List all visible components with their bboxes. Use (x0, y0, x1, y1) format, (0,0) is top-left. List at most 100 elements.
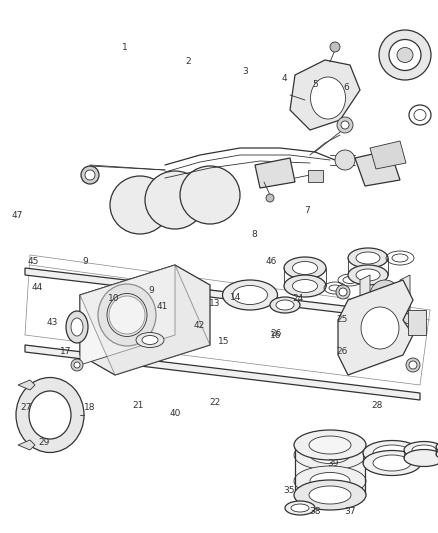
Polygon shape (370, 141, 406, 169)
Text: 24: 24 (292, 294, 304, 303)
Text: 44: 44 (32, 284, 43, 292)
Bar (308, 170, 323, 182)
Ellipse shape (397, 47, 413, 62)
Polygon shape (295, 445, 365, 495)
Ellipse shape (294, 440, 366, 470)
Ellipse shape (412, 445, 436, 455)
Ellipse shape (373, 455, 411, 471)
Circle shape (85, 170, 95, 180)
Ellipse shape (379, 30, 431, 80)
Ellipse shape (294, 480, 366, 510)
Ellipse shape (110, 176, 170, 234)
Text: 9: 9 (82, 257, 88, 265)
Text: 2: 2 (186, 57, 191, 66)
Ellipse shape (66, 311, 88, 343)
Polygon shape (80, 265, 210, 375)
Text: 41: 41 (156, 302, 168, 311)
Ellipse shape (356, 269, 380, 281)
Ellipse shape (180, 166, 240, 224)
Circle shape (377, 287, 393, 303)
Ellipse shape (109, 296, 145, 334)
Text: 38: 38 (310, 507, 321, 516)
Circle shape (336, 285, 350, 299)
Text: 35: 35 (283, 486, 295, 495)
Polygon shape (290, 60, 360, 130)
Polygon shape (355, 150, 400, 186)
Ellipse shape (284, 275, 326, 297)
Ellipse shape (436, 441, 438, 453)
Text: 4: 4 (282, 75, 287, 83)
Ellipse shape (145, 171, 205, 229)
Ellipse shape (309, 436, 351, 454)
Text: 15: 15 (218, 337, 229, 345)
Ellipse shape (348, 265, 388, 285)
Ellipse shape (310, 447, 350, 464)
Circle shape (81, 166, 99, 184)
Polygon shape (80, 265, 175, 365)
Polygon shape (400, 275, 410, 315)
Ellipse shape (276, 300, 294, 310)
Text: 3: 3 (242, 68, 248, 76)
Text: 18: 18 (84, 403, 95, 412)
Text: 13: 13 (209, 300, 220, 308)
Ellipse shape (29, 391, 71, 439)
Ellipse shape (294, 466, 366, 496)
Ellipse shape (361, 307, 399, 349)
Ellipse shape (270, 297, 300, 313)
Text: 7: 7 (304, 206, 310, 215)
Polygon shape (25, 268, 420, 322)
Text: 47: 47 (12, 212, 23, 220)
Ellipse shape (294, 430, 366, 460)
Ellipse shape (142, 335, 158, 344)
Text: 39: 39 (327, 459, 339, 468)
Circle shape (330, 42, 340, 52)
Circle shape (74, 362, 80, 368)
Text: 21: 21 (132, 401, 144, 409)
Text: 22: 22 (209, 398, 220, 407)
Ellipse shape (404, 441, 438, 458)
Ellipse shape (293, 279, 318, 293)
Ellipse shape (223, 280, 278, 310)
Text: 1: 1 (122, 44, 128, 52)
Ellipse shape (309, 486, 351, 504)
Circle shape (266, 194, 274, 202)
Text: 14: 14 (230, 293, 241, 302)
Ellipse shape (311, 77, 346, 119)
Ellipse shape (233, 286, 268, 304)
Ellipse shape (71, 318, 83, 336)
Circle shape (71, 359, 83, 371)
Circle shape (406, 358, 420, 372)
Ellipse shape (404, 449, 438, 466)
Text: 29: 29 (38, 438, 49, 447)
Ellipse shape (291, 504, 309, 512)
Text: 5: 5 (312, 80, 318, 88)
Circle shape (339, 288, 347, 296)
Bar (408, 310, 426, 335)
Text: 46: 46 (266, 257, 277, 265)
Text: 43: 43 (47, 318, 58, 327)
Text: 27: 27 (21, 403, 32, 412)
Polygon shape (255, 158, 295, 188)
Ellipse shape (363, 450, 421, 475)
Text: 25: 25 (336, 316, 347, 324)
Ellipse shape (98, 284, 156, 346)
Circle shape (370, 280, 400, 310)
Text: 26: 26 (270, 329, 282, 337)
Text: 10: 10 (108, 294, 120, 303)
Ellipse shape (348, 248, 388, 268)
Ellipse shape (284, 257, 326, 279)
Polygon shape (80, 265, 210, 375)
Polygon shape (18, 380, 35, 390)
Polygon shape (360, 275, 370, 315)
Ellipse shape (285, 501, 315, 515)
Circle shape (335, 150, 355, 170)
Text: 17: 17 (60, 348, 71, 356)
Polygon shape (18, 440, 35, 450)
Circle shape (341, 121, 349, 129)
Ellipse shape (373, 445, 411, 461)
Ellipse shape (363, 440, 421, 465)
Text: 28: 28 (371, 401, 382, 409)
Ellipse shape (16, 377, 84, 453)
Text: 45: 45 (27, 257, 39, 265)
Text: 26: 26 (336, 348, 347, 356)
